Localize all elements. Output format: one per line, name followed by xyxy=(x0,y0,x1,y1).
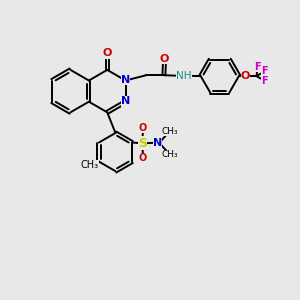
Text: O: O xyxy=(139,153,147,163)
Text: NH: NH xyxy=(176,70,192,80)
Text: F: F xyxy=(262,76,268,86)
Text: O: O xyxy=(139,123,147,133)
Text: CH₃: CH₃ xyxy=(162,127,178,136)
Text: N: N xyxy=(121,75,130,85)
Text: F: F xyxy=(262,66,268,76)
Text: S: S xyxy=(138,136,147,150)
Text: F: F xyxy=(254,62,260,72)
Text: N: N xyxy=(153,138,162,148)
Text: CH₃: CH₃ xyxy=(162,150,178,159)
Text: N: N xyxy=(121,96,130,106)
Text: O: O xyxy=(241,71,250,81)
Text: CH₃: CH₃ xyxy=(80,160,99,170)
Text: O: O xyxy=(160,54,169,64)
Text: O: O xyxy=(103,48,112,59)
